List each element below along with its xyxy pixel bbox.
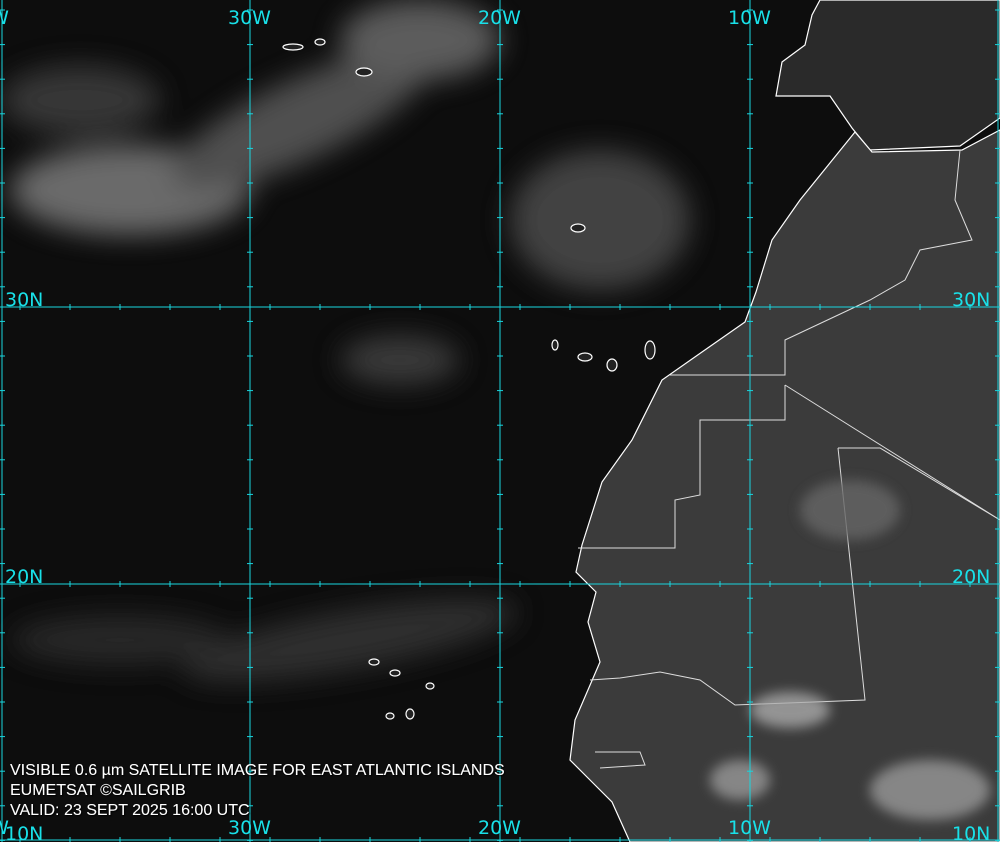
latitude-label: 20N xyxy=(5,566,43,588)
islands xyxy=(282,38,656,720)
borders xyxy=(578,149,1000,769)
longitude-label: 30W xyxy=(228,817,271,839)
longitude-label: 30W xyxy=(228,7,271,29)
latitude-label: 30N xyxy=(952,289,990,311)
longitude-label: 20W xyxy=(478,817,521,839)
iberia xyxy=(775,0,1000,151)
latitude-label: 10N xyxy=(952,823,990,842)
africa xyxy=(569,129,1000,842)
longitude-label: 10W xyxy=(728,817,771,839)
latitude-label: 20N xyxy=(952,566,990,588)
caption-line: EUMETSAT ©SAILGRIB xyxy=(10,782,186,799)
longitude-label: 10W xyxy=(728,7,771,29)
grid-labels: 40W 40W 30W 30W 20W 20W 10W 10W 30N 30N 20N 20N 10N 1… xyxy=(0,7,990,842)
longitude-label: 40W xyxy=(0,817,9,839)
caption: VISIBLE 0.6 µm SATELLITE IMAGE FOR EAST … xyxy=(10,762,505,819)
latitude-label: 10N xyxy=(5,823,43,842)
longitude-label: 40W xyxy=(0,7,9,29)
latitude-label: 30N xyxy=(5,289,43,311)
clouds xyxy=(0,0,960,682)
longitude-label: 20W xyxy=(478,7,521,29)
land-clouds xyxy=(710,480,990,820)
caption-line: VISIBLE 0.6 µm SATELLITE IMAGE FOR EAST … xyxy=(10,762,505,779)
caption-line: VALID: 23 SEPT 2025 16:00 UTC xyxy=(10,802,250,819)
